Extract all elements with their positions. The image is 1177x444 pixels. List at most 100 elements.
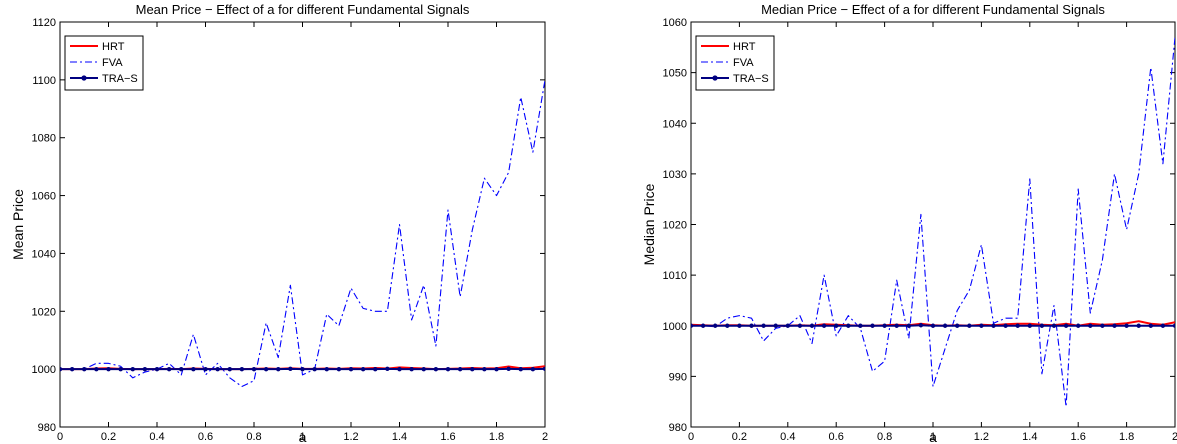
data-point-tra-s	[421, 366, 426, 372]
x-tick-label: 1.4	[392, 431, 407, 443]
data-point-tra-s	[846, 323, 851, 328]
x-tick-label: 2	[1172, 431, 1177, 443]
data-point-tra-s	[336, 366, 342, 372]
data-point-tra-s	[1015, 323, 1020, 328]
x-tick-label: 0.6	[829, 431, 844, 443]
data-point-tra-s	[870, 323, 875, 328]
data-point-tra-s	[203, 366, 208, 372]
legend-marker-tra-s	[712, 75, 718, 81]
chart-left: Mean Price − Effect of a for different F…	[10, 2, 548, 444]
data-point-tra-s	[725, 323, 730, 328]
x-tick-label: 0	[57, 431, 63, 443]
data-point-tra-s	[470, 366, 475, 372]
series-line-fva	[691, 37, 1175, 408]
legend-marker-tra-s	[81, 75, 87, 81]
data-point-tra-s	[979, 323, 984, 328]
x-tick-label: 0.2	[101, 431, 116, 443]
data-point-tra-s	[821, 323, 827, 328]
legend-label-fva: FVA	[102, 57, 123, 69]
data-point-tra-s	[737, 323, 742, 328]
data-point-tra-s	[967, 323, 972, 328]
data-point-tra-s	[154, 366, 160, 372]
legend-label-tra-s: TRA−S	[102, 73, 138, 85]
y-axis-label: Mean Price	[10, 189, 26, 260]
x-tick-label: 1.8	[489, 431, 504, 443]
y-tick-label: 1120	[32, 17, 56, 29]
chart-title: Median Price − Effect of a for different…	[761, 2, 1105, 17]
x-tick-label: 0.2	[732, 431, 747, 443]
data-point-tra-s	[761, 323, 766, 328]
data-point-tra-s	[288, 366, 293, 372]
data-point-tra-s	[785, 323, 790, 328]
data-point-tra-s	[506, 366, 511, 372]
data-point-tra-s	[348, 366, 354, 372]
data-point-tra-s	[166, 366, 172, 372]
y-tick-label: 980	[669, 422, 687, 434]
x-tick-label: 0.8	[877, 431, 892, 443]
data-point-tra-s	[94, 366, 99, 372]
data-point-tra-s	[118, 366, 123, 372]
data-point-tra-s	[700, 323, 706, 328]
data-point-tra-s	[749, 323, 754, 328]
x-tick-label: 1.6	[1071, 431, 1086, 443]
series-line-fva	[60, 79, 545, 388]
data-point-tra-s	[882, 323, 887, 328]
data-point-tra-s	[239, 366, 245, 372]
x-tick-label: 0.8	[246, 431, 261, 443]
legend-label-hrt: HRT	[733, 41, 756, 53]
y-tick-label: 990	[669, 371, 687, 383]
data-point-tra-s	[179, 366, 184, 372]
data-point-tra-s	[494, 366, 499, 372]
data-point-tra-s	[312, 366, 317, 372]
legend-label-hrt: HRT	[102, 41, 125, 53]
data-point-tra-s	[713, 323, 718, 328]
data-point-tra-s	[360, 366, 366, 372]
chart-right: Median Price − Effect of a for different…	[641, 2, 1177, 444]
data-point-tra-s	[1148, 323, 1154, 328]
data-point-tra-s	[227, 366, 232, 372]
data-point-tra-s	[409, 366, 414, 372]
data-point-tra-s	[797, 323, 803, 328]
data-point-tra-s	[142, 366, 148, 372]
data-point-tra-s	[1003, 323, 1008, 328]
data-point-tra-s	[1160, 323, 1166, 328]
x-tick-label: 0	[688, 431, 694, 443]
data-point-tra-s	[60, 366, 63, 372]
x-axis-label: a	[929, 429, 937, 444]
data-point-tra-s	[1136, 323, 1141, 328]
legend: HRT FVA TRA−S	[64, 35, 144, 91]
data-point-tra-s	[691, 323, 694, 328]
x-tick-label: 0.4	[780, 431, 795, 443]
legend: HRT FVA TRA−S	[695, 35, 775, 91]
data-point-tra-s	[530, 366, 536, 372]
data-point-tra-s	[1100, 323, 1105, 328]
data-point-tra-s	[918, 323, 924, 328]
data-point-tra-s	[106, 366, 111, 372]
data-point-tra-s	[834, 323, 839, 328]
data-point-tra-s	[809, 323, 815, 328]
x-tick-label: 2	[542, 431, 548, 443]
data-point-tra-s	[930, 323, 936, 328]
legend-label-tra-s: TRA−S	[733, 73, 769, 85]
y-tick-label: 1000	[32, 364, 56, 376]
data-point-tra-s	[1076, 323, 1081, 328]
data-point-tra-s	[324, 366, 329, 372]
data-point-tra-s	[955, 323, 960, 328]
y-tick-label: 1010	[663, 270, 687, 282]
x-tick-label: 1	[930, 431, 936, 443]
y-tick-label: 1100	[32, 75, 56, 87]
chart-title: Mean Price − Effect of a for different F…	[136, 2, 470, 17]
x-axis-label: a	[299, 429, 307, 444]
y-tick-label: 1060	[32, 191, 56, 203]
data-point-tra-s	[373, 366, 378, 372]
data-point-tra-s	[482, 366, 487, 372]
data-point-tra-s	[130, 366, 135, 372]
data-point-tra-s	[276, 366, 281, 372]
data-point-tra-s	[457, 366, 463, 372]
y-tick-label: 1080	[32, 133, 56, 145]
x-tick-label: 1.8	[1119, 431, 1134, 443]
series-group	[691, 37, 1175, 408]
data-point-tra-s	[433, 366, 439, 372]
